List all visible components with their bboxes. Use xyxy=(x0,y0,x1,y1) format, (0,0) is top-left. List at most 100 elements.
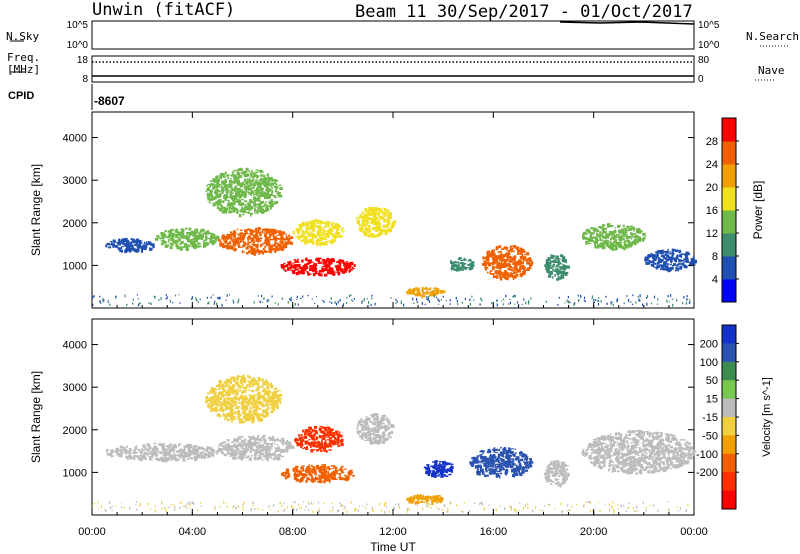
cpid-label: CPID xyxy=(8,90,35,102)
velocity-y-ticks: 1000 2000 3000 4000 xyxy=(63,340,694,479)
near-range-speckle xyxy=(92,294,691,307)
colorbar-segment xyxy=(722,361,736,381)
x-tick-label: 04:00 xyxy=(179,526,207,538)
power-colorbar: 4 8 12 16 20 24 28 xyxy=(706,117,739,303)
y-tick-label: 2000 xyxy=(63,218,87,230)
colorbar-tick-label: -15 xyxy=(702,412,718,424)
colorbar-segment xyxy=(722,164,736,188)
nsky-tick-right-bottom: 10^0 xyxy=(698,40,720,51)
colorbar-segment xyxy=(722,417,736,436)
data-region xyxy=(105,237,155,254)
data-region xyxy=(356,206,397,238)
data-region xyxy=(292,218,346,247)
colorbar-tick-label: -200 xyxy=(696,467,718,479)
x-tick-label: 20:00 xyxy=(580,526,608,538)
colorbar-segment xyxy=(722,187,736,211)
velocity-ylabel: Slant Range [km] xyxy=(29,371,43,463)
cpid-value: -8607 xyxy=(94,94,125,108)
colorbar-segment xyxy=(722,233,736,257)
data-region xyxy=(217,227,294,256)
velocity-x-ticks: 00:00 04:00 08:00 12:00 16:00 20:00 00:00 xyxy=(78,112,708,538)
radar-title: Unwin (fitACF) xyxy=(92,0,236,20)
colorbar-segment xyxy=(722,380,736,400)
y-tick-label: 3000 xyxy=(63,382,87,394)
y-tick-label: 2000 xyxy=(63,425,87,437)
colorbar-segment xyxy=(722,435,736,455)
data-region xyxy=(544,253,570,281)
colorbar-segment xyxy=(722,256,736,280)
colorbar-tick-label: 200 xyxy=(700,338,718,350)
data-region xyxy=(644,248,697,273)
colorbar-tick-label: 24 xyxy=(706,159,718,171)
data-region xyxy=(482,245,534,281)
nsky-tick-top: 10^5 xyxy=(67,20,89,31)
colorbar-segment xyxy=(722,210,736,234)
data-region xyxy=(154,227,221,251)
x-tick-label: 00:00 xyxy=(680,526,708,538)
colorbar-segment xyxy=(722,343,736,363)
x-tick-label: 00:00 xyxy=(78,526,106,538)
nsky-label: N.Sky xyxy=(6,30,40,43)
colorbar-tick-label: -50 xyxy=(702,430,718,442)
nsky-tick-bottom: 10^0 xyxy=(67,40,89,51)
nsky-tick-right-top: 10^5 xyxy=(698,20,720,31)
x-tick-label: 12:00 xyxy=(379,526,407,538)
velocity-panel: 1000 2000 3000 4000 00:00 04:00 08:00 12:00 16:… xyxy=(29,112,773,554)
colorbar-segment xyxy=(722,325,736,344)
beam-date-title: Beam 11 30/Sep/2017 - 01/Oct/2017 xyxy=(355,2,693,22)
colorbar-tick-label: 50 xyxy=(706,375,718,387)
colorbar-segment xyxy=(722,490,736,510)
power-data xyxy=(92,167,697,307)
power-ylabel: Slant Range [km] xyxy=(29,164,43,256)
colorbar-tick-label: 15 xyxy=(706,394,718,406)
y-tick-label: 1000 xyxy=(63,260,87,272)
data-region xyxy=(423,460,454,478)
x-tick-label: 08:00 xyxy=(279,526,307,538)
nsearch-label: N.Search xyxy=(746,30,799,43)
data-region xyxy=(356,413,395,445)
data-region xyxy=(217,435,295,462)
colorbar-tick-label: 28 xyxy=(706,136,718,148)
data-region xyxy=(582,223,647,251)
data-region xyxy=(469,446,534,479)
colorbar-segment xyxy=(722,118,736,142)
velocity-xlabel: Time UT xyxy=(370,540,416,554)
data-region xyxy=(294,425,344,453)
freq-tick-top: 18 xyxy=(77,55,89,66)
freq-tick-bottom: 8 xyxy=(82,74,88,85)
colorbar-segment xyxy=(722,398,736,418)
freq-tick-right-bottom: 0 xyxy=(698,74,704,85)
y-tick-label: 3000 xyxy=(63,175,87,187)
data-region xyxy=(205,374,282,424)
y-tick-label: 4000 xyxy=(63,340,87,352)
colorbar-segment xyxy=(722,141,736,165)
freq-panel: 18 8 80 0 xyxy=(10,55,775,85)
y-tick-label: 4000 xyxy=(63,133,87,145)
data-region xyxy=(581,429,697,475)
colorbar-tick-label: 12 xyxy=(706,228,718,240)
power-cbar-label: Power [dB] xyxy=(751,181,765,240)
colorbar-tick-label: -100 xyxy=(696,449,718,461)
data-region xyxy=(406,286,446,299)
colorbar-segment xyxy=(722,453,736,473)
x-tick-label: 16:00 xyxy=(480,526,508,538)
data-region xyxy=(280,257,356,277)
data-region xyxy=(105,442,219,463)
colorbar-tick-label: 8 xyxy=(712,251,718,263)
power-panel: 1000 2000 3000 4000 Slant Range [km] 4 8 12 16… xyxy=(29,111,765,309)
colorbar-tick-label: 4 xyxy=(712,274,718,286)
freq-label-line1: Freq. xyxy=(7,51,41,64)
nsky-panel: 10^5 10^0 10^5 10^0 xyxy=(10,20,790,51)
colorbar-segment xyxy=(722,472,736,492)
near-range-speckle xyxy=(92,501,689,514)
data-region xyxy=(450,257,475,272)
data-region xyxy=(543,460,570,488)
data-region xyxy=(406,494,444,505)
colorbar-tick-label: 100 xyxy=(700,357,718,369)
y-tick-label: 1000 xyxy=(63,467,87,479)
velocity-colorbar: 200 100 50 15 -15 -50 -100 -200 xyxy=(696,324,739,510)
velocity-data xyxy=(92,374,697,514)
freq-tick-right-top: 80 xyxy=(698,55,710,66)
colorbar-segment xyxy=(722,279,736,303)
